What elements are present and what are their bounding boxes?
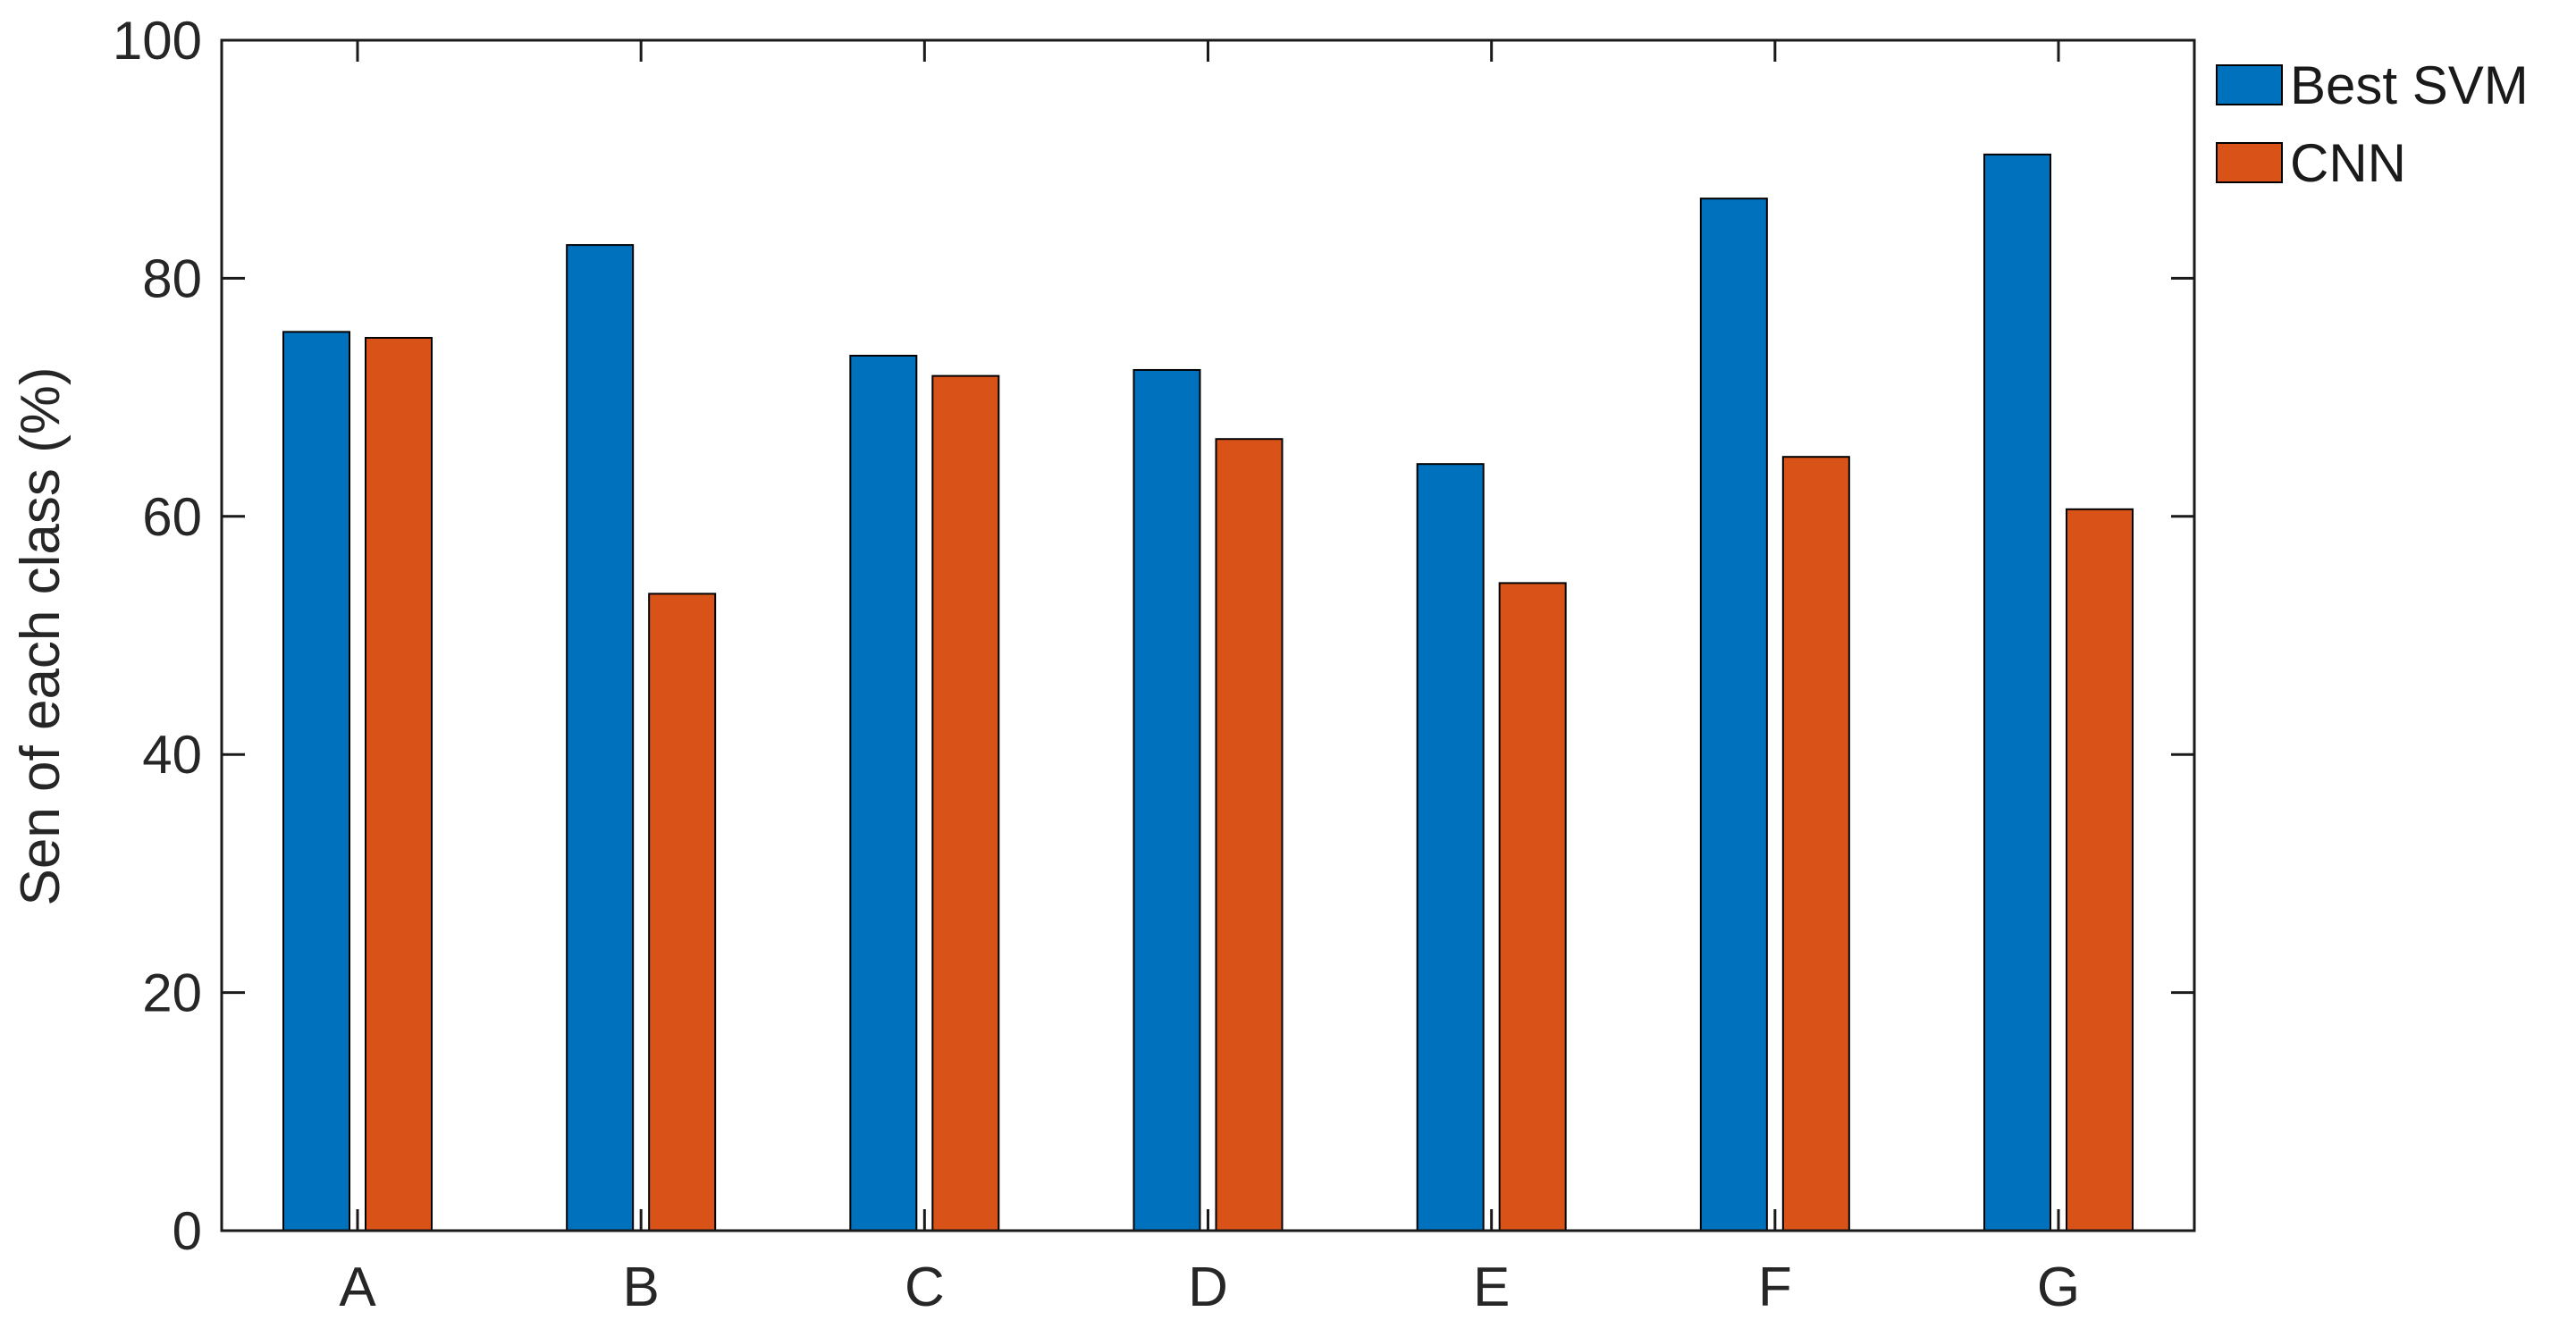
x-tick-label-B: B (622, 1257, 659, 1318)
bar-best-svm-F (1699, 198, 1768, 1232)
y-tick-label-20: 20 (142, 963, 202, 1023)
legend-swatch-cnn (2216, 142, 2283, 183)
x-tick-label-D: D (1188, 1257, 1228, 1318)
bar-cnn-F (1781, 456, 1850, 1232)
bar-cnn-A (365, 337, 433, 1232)
legend-label-cnn: CNN (2290, 133, 2406, 193)
y-tick-label-100: 100 (113, 11, 202, 71)
x-tick-label-F: F (1758, 1257, 1792, 1318)
bar-best-svm-D (1132, 368, 1201, 1232)
bar-best-svm-B (566, 244, 635, 1232)
plot-box (220, 38, 2196, 1232)
y-tick-label-80: 80 (142, 248, 202, 308)
bar-best-svm-C (849, 354, 918, 1232)
y-axis-label: Sen of each class (%) (10, 366, 72, 905)
y-axis-ticks: 0 20 40 60 80 100 (113, 11, 2194, 1261)
y-tick-label-60: 60 (142, 487, 202, 547)
x-tick-label-G: G (2037, 1257, 2080, 1318)
bar-cnn-C (931, 374, 1000, 1232)
bar-cnn-G (2066, 508, 2134, 1232)
x-tick-label-A: A (339, 1257, 376, 1318)
bars-group (282, 153, 2134, 1232)
bar-best-svm-A (282, 331, 350, 1232)
bar-cnn-D (1215, 438, 1284, 1232)
bar-cnn-B (648, 593, 717, 1232)
y-tick-label-0: 0 (173, 1201, 202, 1261)
x-axis-ticks: A B C D E F G (339, 40, 2080, 1318)
legend: Best SVM CNN (2216, 55, 2529, 193)
bar-best-svm-G (1983, 153, 2051, 1232)
y-tick-label-40: 40 (142, 725, 202, 785)
bar-best-svm-E (1416, 463, 1485, 1232)
bar-cnn-E (1498, 582, 1567, 1232)
legend-label-best-svm: Best SVM (2290, 55, 2529, 115)
legend-swatch-best-svm (2216, 64, 2283, 105)
x-tick-label-E: E (1473, 1257, 1510, 1318)
x-tick-label-C: C (905, 1257, 945, 1318)
